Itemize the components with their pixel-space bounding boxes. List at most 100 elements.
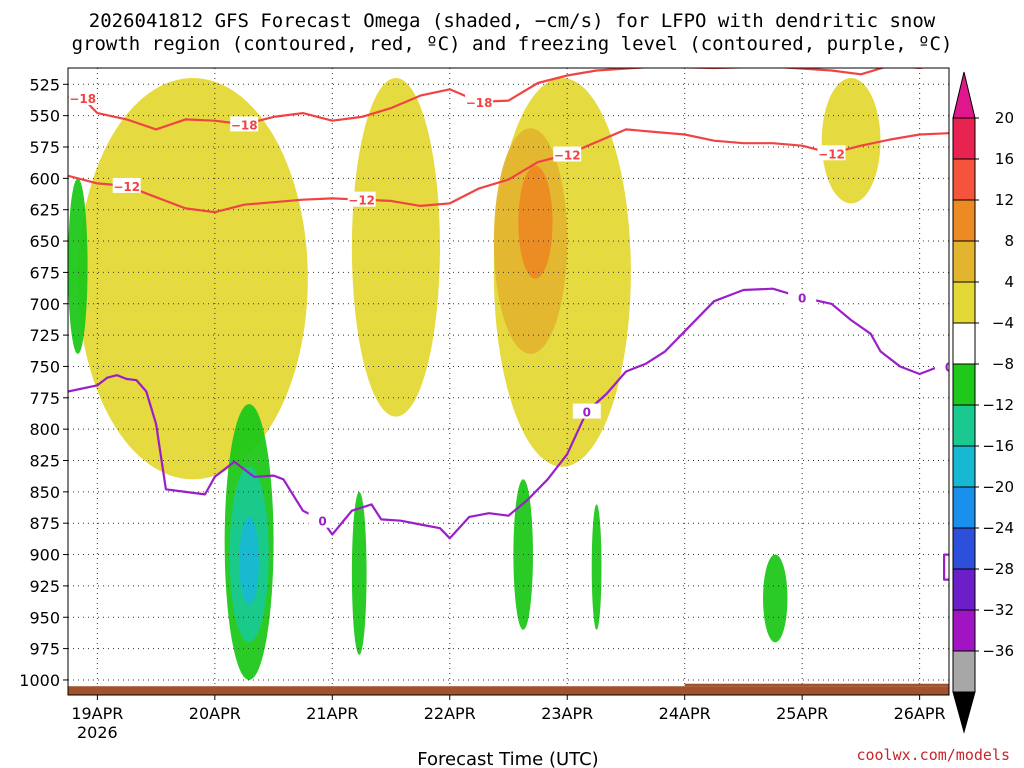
omega-region	[351, 491, 367, 655]
colorbar-tick-label: 20	[995, 109, 1014, 127]
x-tick-label: 21APR	[306, 704, 358, 723]
colorbar-swatch	[952, 609, 976, 652]
y-tick-label: 775	[29, 389, 60, 408]
contour-label: −12	[348, 194, 375, 208]
x-tick-label: 22APR	[424, 704, 476, 723]
x-tick-label: 19APR	[71, 704, 123, 723]
terrain-strip	[68, 686, 949, 695]
y-tick-label: 575	[29, 138, 60, 157]
contour-label-bg	[230, 116, 259, 132]
contour-label-bg	[112, 177, 141, 193]
y-tick-label: 600	[29, 169, 60, 188]
contour-label: 0	[318, 515, 326, 529]
y-tick-label: 625	[29, 201, 60, 220]
y-tick-label: 825	[29, 452, 60, 471]
colorbar-swatch	[952, 650, 976, 693]
contour-label: 0	[798, 291, 806, 305]
contour-label-bg	[935, 358, 949, 374]
omega-region	[68, 178, 88, 354]
colorbar-swatch	[952, 445, 976, 488]
x-tick-label: 20APR	[189, 704, 241, 723]
colorbar-tick-label: −16	[982, 437, 1014, 455]
contour-label-bg	[68, 90, 97, 106]
y-tick-label: 700	[29, 295, 60, 314]
colorbar-swatch	[952, 322, 976, 365]
colorbar-tick-label: −28	[982, 560, 1014, 578]
contour-label: −18	[466, 96, 493, 110]
colorbar-swatch	[952, 281, 976, 324]
contour-label: −12	[554, 149, 581, 163]
contour-label-bg	[817, 145, 846, 161]
y-tick-label: 1000	[19, 671, 60, 690]
chart-title-line1: 2026041812 GFS Forecast Omega (shaded, −…	[88, 10, 936, 32]
colorbar-tick-label: 8	[1004, 232, 1014, 250]
colorbar-swatch	[952, 404, 976, 447]
contour-label-bg	[465, 93, 494, 109]
y-tick-label: 650	[29, 232, 60, 251]
x-axis-label: Forecast Time (UTC)	[417, 749, 598, 768]
colorbar-bottom-arrow	[952, 691, 976, 734]
colorbar-tick-label: 16	[995, 150, 1014, 168]
x-tick-label: 25APR	[776, 704, 828, 723]
colorbar-swatch	[952, 240, 976, 283]
contour-label: −12	[818, 147, 845, 161]
colorbar-swatch	[952, 117, 976, 160]
contour-label-bg	[347, 191, 376, 207]
contour-label: −12	[113, 180, 140, 194]
y-tick-label: 800	[29, 420, 60, 439]
colorbar-swatch	[952, 568, 976, 611]
colorbar-tick-label: −4	[992, 314, 1014, 332]
credit-link[interactable]: coolwx.com/models	[856, 746, 1010, 764]
contour-minus18	[68, 68, 927, 131]
plot-frame	[67, 67, 950, 696]
y-tick-label: 975	[29, 640, 60, 659]
y-tick-label: 950	[29, 608, 60, 627]
omega-region	[239, 516, 259, 605]
colorbar-swatch	[952, 158, 976, 201]
omega-region	[821, 78, 881, 204]
colorbar-tick-label: 4	[1004, 273, 1014, 291]
y-tick-label: 675	[29, 263, 60, 282]
contour-label-bg	[572, 403, 601, 419]
colorbar-swatch	[952, 199, 976, 242]
colorbar-swatch	[952, 486, 976, 529]
y-tick-label: 900	[29, 546, 60, 565]
colorbar-tick-label: −20	[982, 478, 1014, 496]
chart-title-line2: growth region (contoured, red, ºC) and f…	[71, 33, 953, 55]
omega-region	[77, 78, 308, 480]
x-tick-label: 26APR	[894, 704, 946, 723]
contour-label-bg	[553, 146, 582, 162]
colorbar-tick-label: −12	[982, 396, 1014, 414]
omega-region	[518, 165, 553, 279]
colorbar-tick-label: −24	[982, 519, 1014, 537]
colorbar-swatch	[952, 363, 976, 406]
colorbar-tick-label: 12	[995, 191, 1014, 209]
contour-label-bg	[308, 512, 337, 528]
colorbar-tick-label: −36	[982, 642, 1014, 660]
y-tick-label: 850	[29, 483, 60, 502]
y-tick-label: 725	[29, 326, 60, 345]
omega-region	[763, 554, 788, 643]
y-tick-label: 875	[29, 514, 60, 533]
contour-label: 0	[583, 406, 591, 420]
y-tick-label: 750	[29, 357, 60, 376]
colorbar-tick-label: −32	[982, 601, 1014, 619]
contour-freezing-level-segment	[943, 553, 949, 581]
colorbar-top-arrow	[952, 71, 976, 119]
omega-region	[591, 504, 602, 630]
colorbar-swatch	[952, 527, 976, 570]
colorbar-tick-label: −8	[992, 355, 1014, 373]
terrain-strip-raised	[684, 683, 949, 687]
x-year-label: 2026	[77, 723, 118, 742]
y-tick-label: 525	[29, 75, 60, 94]
contour-label: −18	[231, 118, 258, 132]
x-tick-label: 24APR	[659, 704, 711, 723]
contour-label: 0	[945, 360, 953, 374]
omega-region	[351, 78, 440, 417]
y-tick-label: 925	[29, 577, 60, 596]
x-tick-label: 23APR	[541, 704, 593, 723]
contour-minus12	[68, 128, 949, 214]
contour-label: −18	[69, 92, 96, 106]
y-tick-label: 550	[29, 107, 60, 126]
